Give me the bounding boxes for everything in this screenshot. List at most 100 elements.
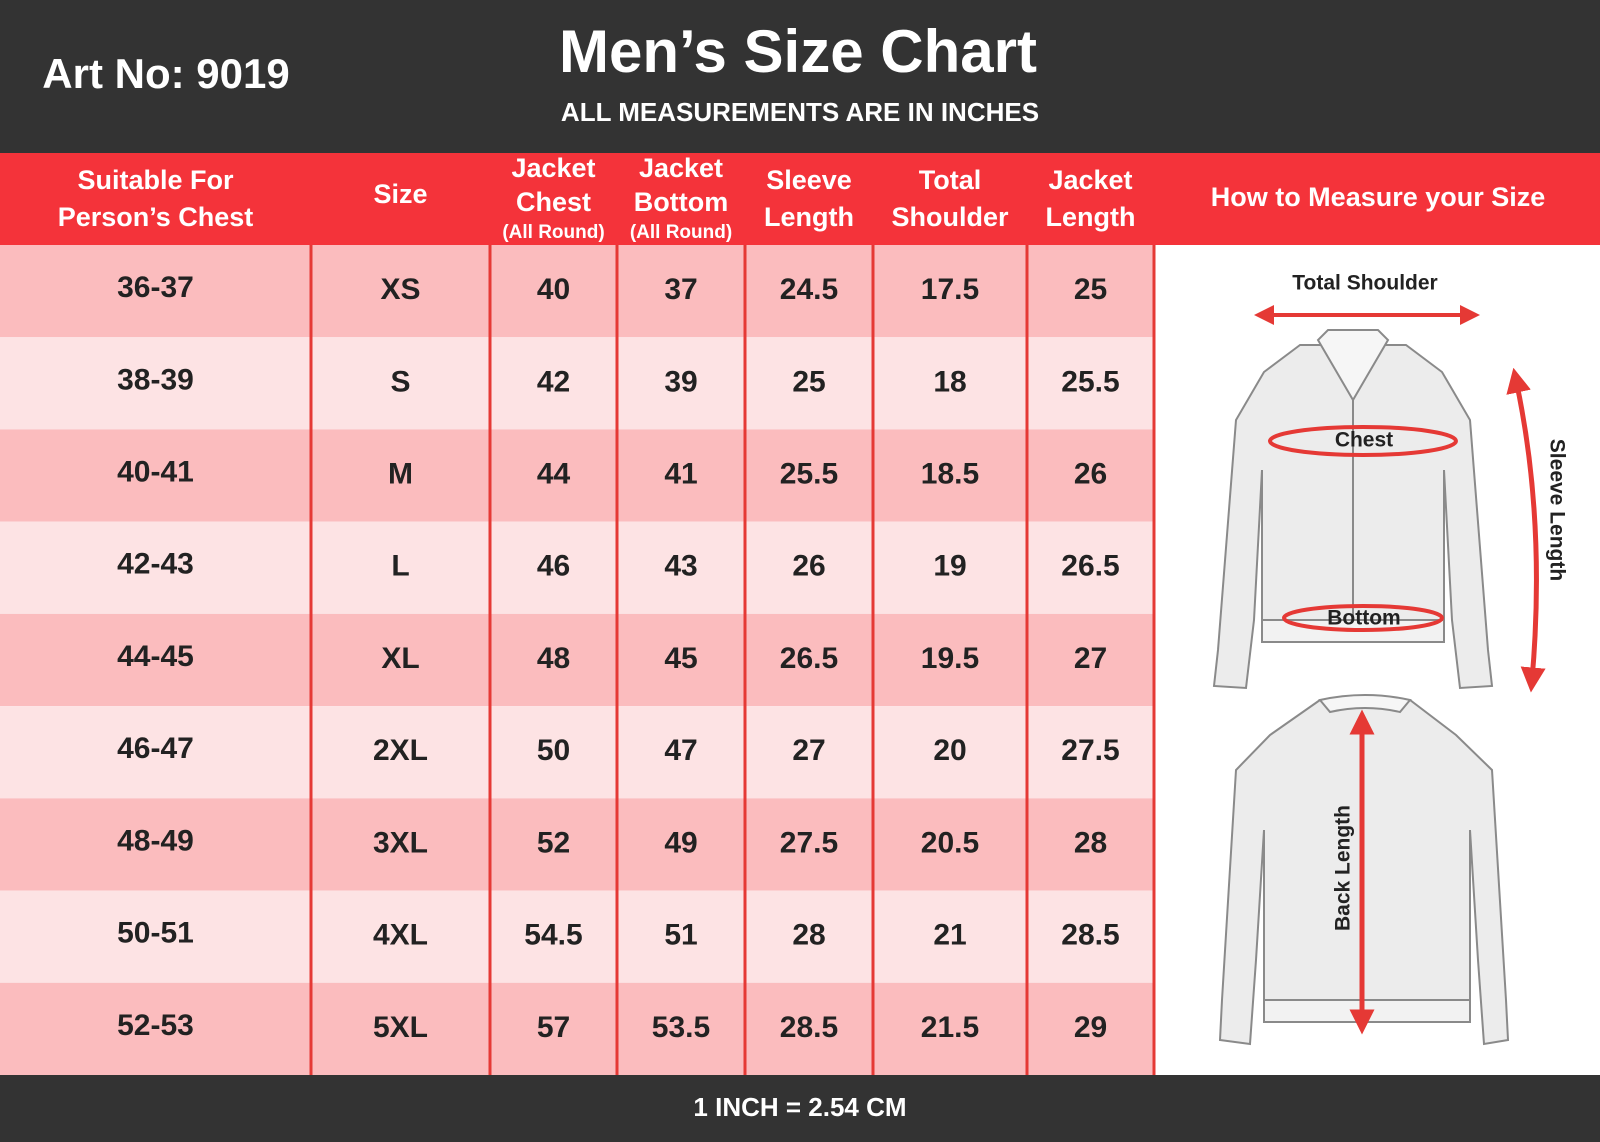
cell: 54.5	[524, 919, 582, 952]
cell: 3XL	[373, 826, 428, 859]
cell: 51	[664, 919, 697, 952]
row-bg	[0, 890, 1154, 983]
row-bg	[0, 245, 1154, 338]
bottom-ring	[1282, 604, 1444, 632]
chest-ring	[1268, 425, 1458, 457]
sleeve-arrow	[1506, 367, 1546, 693]
cell: 44	[537, 457, 571, 490]
cell: 20	[933, 734, 966, 767]
top-bar	[0, 0, 1600, 153]
column-header: Jacket	[511, 153, 595, 183]
cell: 21.5	[921, 1011, 979, 1044]
cell: 25	[792, 365, 825, 398]
cell: XL	[381, 642, 419, 675]
cell: 18.5	[921, 457, 979, 490]
cell: 26	[1074, 457, 1107, 490]
row-bg	[0, 429, 1154, 522]
cell: 19.5	[921, 642, 979, 675]
cell: S	[390, 365, 410, 398]
cell: 17.5	[921, 273, 979, 306]
cell: 43	[664, 550, 697, 583]
cell: 26	[792, 550, 825, 583]
subtitle: ALL MEASUREMENTS ARE IN INCHES	[561, 97, 1039, 127]
cell: 36-37	[117, 271, 194, 304]
cell: 25	[1074, 273, 1107, 306]
footer: 1 INCH = 2.54 CM	[693, 1092, 906, 1122]
cell: 27	[1074, 642, 1107, 675]
row-bg	[0, 706, 1154, 799]
cell: 29	[1074, 1011, 1107, 1044]
column-header: Sleeve	[766, 165, 852, 195]
cell: XS	[380, 273, 420, 306]
cell: 49	[664, 826, 697, 859]
column-note: (All Round)	[502, 222, 604, 243]
cell: 2XL	[373, 734, 428, 767]
column-header: Person’s Chest	[58, 202, 254, 232]
row-bg	[0, 613, 1154, 707]
column-header: Length	[764, 202, 854, 232]
cell: 50-51	[117, 917, 194, 950]
cell: 18	[933, 365, 966, 398]
cell: 47	[664, 734, 697, 767]
cell: 57	[537, 1011, 570, 1044]
cell: 41	[664, 457, 697, 490]
cell: 46	[537, 550, 570, 583]
cell: 48-49	[117, 824, 194, 857]
cell: 40-41	[117, 455, 194, 488]
row-bg	[0, 982, 1154, 1075]
cell: 21	[933, 919, 966, 952]
cell: 26.5	[780, 642, 838, 675]
cell: 48	[537, 642, 570, 675]
back-length-label: Back Length	[1332, 805, 1355, 931]
total-shoulder-label: Total Shoulder	[1292, 272, 1437, 295]
cell: 50	[537, 734, 570, 767]
cell: 42-43	[117, 548, 194, 581]
bottom-label: Bottom	[1327, 607, 1400, 630]
cell: 20.5	[921, 826, 979, 859]
column-header: Jacket	[1048, 165, 1132, 195]
cell: 25.5	[780, 457, 838, 490]
cell: 28	[792, 919, 825, 952]
cell: 25.5	[1061, 365, 1119, 398]
title: Men’s Size Chart	[559, 18, 1037, 85]
cell: 27.5	[1061, 734, 1119, 767]
chest-label: Chest	[1335, 429, 1393, 452]
row-bg	[0, 337, 1154, 430]
cell: 27	[792, 734, 825, 767]
cell: 52-53	[117, 1009, 194, 1042]
column-header: Suitable For	[77, 165, 234, 195]
row-bg	[0, 798, 1154, 891]
column-header: Length	[1046, 202, 1136, 232]
cell: 53.5	[652, 1011, 710, 1044]
footer-bar	[0, 1075, 1600, 1142]
column-header: Jacket	[639, 153, 723, 183]
cell: 37	[664, 273, 697, 306]
cell: 4XL	[373, 919, 428, 952]
column-header: Chest	[516, 187, 591, 217]
column-header: Total	[919, 165, 982, 195]
cell: 52	[537, 826, 570, 859]
cell: 42	[537, 365, 570, 398]
cell: 45	[664, 642, 697, 675]
column-header: Bottom	[634, 187, 728, 217]
cell: 28.5	[780, 1011, 838, 1044]
cell: 28	[1074, 826, 1107, 859]
cell: 46-47	[117, 732, 194, 765]
cell: M	[388, 457, 413, 490]
guide-title: How to Measure your Size	[1211, 182, 1546, 212]
cell: 27.5	[780, 826, 838, 859]
sleeve-length-label: Sleeve Length	[1545, 439, 1568, 581]
column-note: (All Round)	[630, 222, 732, 243]
column-header: Shoulder	[891, 202, 1008, 232]
cell: 44-45	[117, 640, 194, 673]
cell: 5XL	[373, 1011, 428, 1044]
cell: 28.5	[1061, 919, 1119, 952]
row-bg	[0, 521, 1154, 614]
art-no: Art No: 9019	[42, 50, 289, 97]
cell: 38-39	[117, 363, 194, 396]
cell: 40	[537, 273, 570, 306]
header-bar	[0, 153, 1600, 245]
cell: 24.5	[780, 273, 838, 306]
